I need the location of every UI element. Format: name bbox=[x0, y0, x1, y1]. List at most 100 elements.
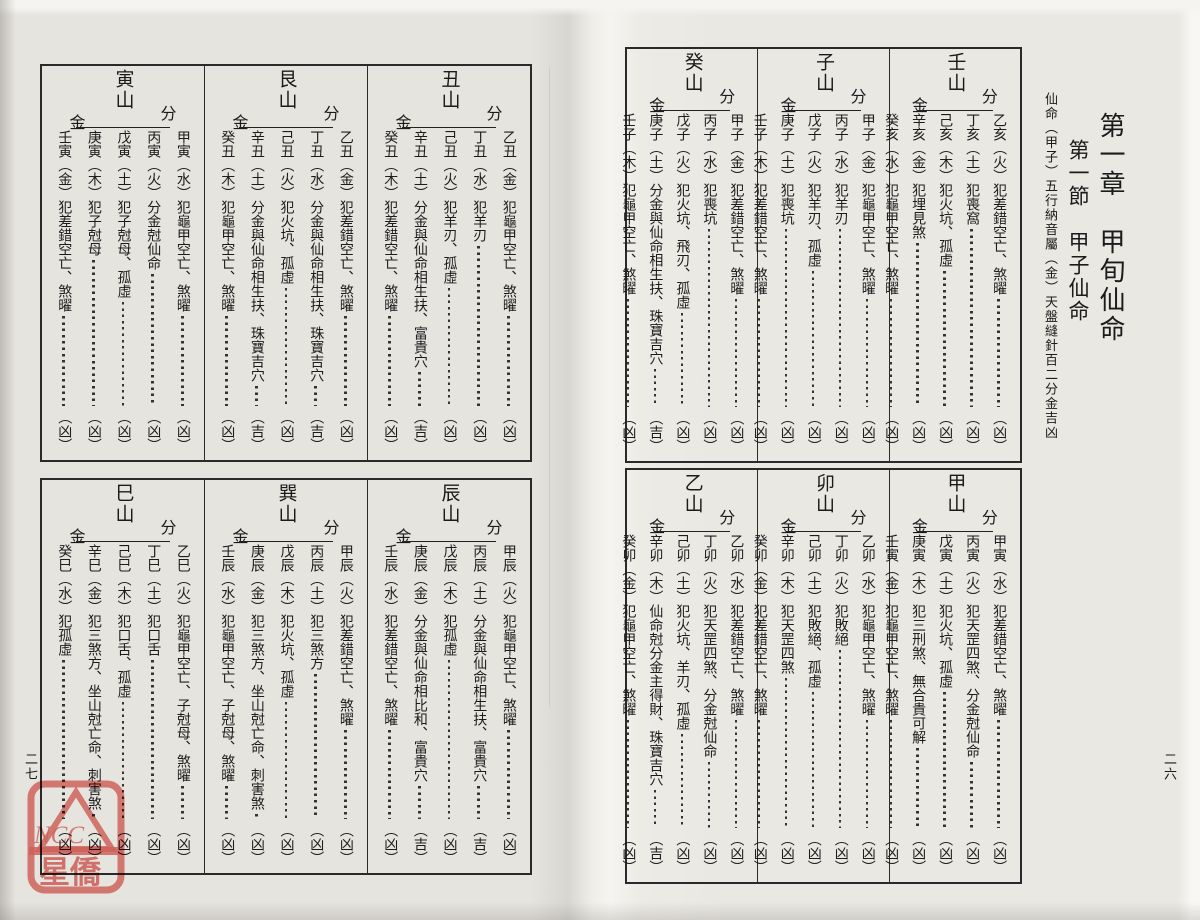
section-header: 丑山 分 金 bbox=[368, 66, 530, 132]
watermark-stamp: NCC 星僑 bbox=[26, 779, 126, 897]
fenjin-entry-column: 丁卯（火）犯天罡四煞、分金尅仙命 （凶） bbox=[697, 534, 721, 874]
entry-verdict: （吉） bbox=[411, 823, 427, 865]
section-header: 壬山 分 金 bbox=[890, 49, 1020, 115]
dot-leader bbox=[707, 229, 711, 407]
dot-leader bbox=[314, 674, 317, 819]
entry-text: 戊子（火）犯火坑、飛刃、孤虛 bbox=[674, 113, 690, 309]
entry-verdict: （凶） bbox=[991, 832, 1007, 874]
fenjin-entry-column: 丙子（水）犯喪坑 （凶） bbox=[697, 113, 721, 453]
table-chen-xun-si: 辰山 分 金 甲辰（火）犯龜甲空亡、煞曜 （凶） 丙辰（土）分金與仙命相生扶、富… bbox=[40, 478, 532, 875]
fenjin-entry-column: 丙寅（火）犯天罡四煞、分金尅仙命 （凶） bbox=[960, 534, 984, 874]
fenjin-entry-column: 壬辰（水）犯差錯空亡、煞曜 （凶） bbox=[378, 544, 402, 865]
fenjin-entry-column: 庚子（土）分金與仙命相生扶、珠寶吉穴 （吉） bbox=[643, 113, 667, 453]
chapter-title: 第一章 甲旬仙命 bbox=[1096, 112, 1125, 344]
entry-verdict: （凶） bbox=[991, 411, 1007, 453]
fenjin-entry-column: 戊子（火）犯羊刃、孤虛 （凶） bbox=[801, 113, 825, 453]
entry-text: 己卯（土）犯火坑、羊刃、孤虛 bbox=[674, 534, 690, 730]
entry-verdict: （凶） bbox=[674, 411, 690, 453]
entry-verdict: （凶） bbox=[219, 410, 235, 452]
dot-leader bbox=[181, 316, 184, 406]
fenjin-entry-column: 乙卯（水）犯差錯空亡、煞曜 （凶） bbox=[724, 534, 748, 874]
fenjin-entry-column: 己丑（火）犯羊刃、孤虛 （凶） bbox=[437, 130, 461, 452]
dot-leader bbox=[388, 316, 391, 406]
entry-verdict: （凶） bbox=[441, 823, 457, 865]
fenjin-entry-column: 己亥（木）犯火坑、孤虛 （凶） bbox=[933, 113, 957, 453]
mountain-name: 癸山 bbox=[681, 52, 703, 94]
entry-text: 甲寅（水）犯差錯空亡、煞曜 bbox=[991, 534, 1007, 716]
entry-columns: 甲子（金）犯龜甲空亡、煞曜 （凶） 丙子（水）犯羊刃 （凶） 戊子（火）犯羊刃、… bbox=[752, 111, 888, 461]
dot-leader bbox=[92, 260, 95, 406]
dot-leader bbox=[447, 660, 451, 819]
mountain-section: 癸山 分 金 甲子（金）犯差錯空亡、煞曜 （凶） 丙子（水）犯喪坑 bbox=[620, 49, 757, 461]
entry-verdict: （凶） bbox=[883, 411, 899, 453]
jin-label: 金 bbox=[649, 98, 666, 115]
mountain-name: 巳山 bbox=[112, 483, 134, 525]
entry-text: 辛亥（金）犯埋見煞 bbox=[910, 113, 926, 239]
entry-verdict: （凶） bbox=[910, 832, 926, 874]
entry-columns: 乙亥（火）犯差錯空亡、煞曜 （凶） 丁亥（土）犯喪窩 （凶） 己亥（木）犯火坑、… bbox=[883, 111, 1020, 461]
right-page-number: 二六 bbox=[1162, 752, 1177, 782]
jin-label: 金 bbox=[911, 519, 928, 536]
entry-text: 辛丑（土）分金與仙命相生扶、富貴穴 bbox=[411, 130, 427, 368]
fen-label: 分 bbox=[719, 89, 736, 106]
entry-verdict: （凶） bbox=[910, 411, 926, 453]
fenjin-entry-column: 乙卯（水）犯龜甲空亡、煞曜 （凶） bbox=[855, 534, 879, 874]
entry-verdict: （凶） bbox=[85, 410, 101, 452]
section-header: 乙山 分 金 bbox=[627, 470, 757, 536]
entry-verdict: （凶） bbox=[174, 410, 190, 452]
entry-verdict: （凶） bbox=[728, 832, 744, 874]
section-header: 巳山 分 金 bbox=[42, 480, 204, 546]
mountain-section: 子山 分 金 甲子（金）犯龜甲空亡、煞曜 （凶） 丙子（水）犯羊刃 bbox=[752, 49, 888, 461]
entry-text: 丁卯（火）犯天罡四煞、分金尅仙命 bbox=[701, 534, 717, 758]
mountain-name: 艮山 bbox=[275, 69, 297, 111]
header-rule bbox=[785, 531, 862, 532]
dot-leader bbox=[418, 786, 421, 819]
dot-leader bbox=[151, 660, 154, 819]
fenjin-entry-column: 庚辰（金）犯三煞方、坐山尅亡命、刺害煞 （凶） bbox=[244, 544, 268, 865]
mountain-section: 寅山 分 金 甲寅（水）犯龜甲空亡、煞曜 （凶） 丙寅（火）分金尅仙命 bbox=[42, 66, 204, 460]
fenjin-entry-column: 甲寅（水）犯差錯空亡、煞曜 （凶） bbox=[987, 534, 1011, 874]
entry-text: 甲子（金）犯龜甲空亡、煞曜 bbox=[859, 113, 875, 295]
fenjin-entry-column: 壬辰（水）犯龜甲空亡、子尅母、煞曜 （凶） bbox=[215, 544, 239, 865]
mountain-section: 甲山 分 金 甲寅（水）犯差錯空亡、煞曜 （凶） 丙寅（火）犯天罡四煞、分金尅仙… bbox=[883, 470, 1020, 882]
entry-verdict: （凶） bbox=[620, 832, 636, 874]
entry-text: 甲辰（火）犯龜甲空亡、煞曜 bbox=[500, 544, 516, 726]
entry-verdict: （吉） bbox=[647, 832, 663, 874]
mountain-name: 辰山 bbox=[438, 483, 460, 525]
header-rule bbox=[402, 127, 496, 128]
entry-text: 庚寅（木）犯子尅母 bbox=[85, 130, 101, 256]
dot-leader bbox=[447, 288, 451, 406]
entry-text: 壬寅（金）犯龜甲空亡、煞曜 bbox=[883, 534, 899, 716]
fenjin-entry-column: 壬寅（金）犯差錯空亡、煞曜 （凶） bbox=[52, 130, 76, 452]
entry-text: 甲辰（火）犯差錯空亡、煞曜 bbox=[337, 544, 353, 726]
entry-verdict: （吉） bbox=[471, 823, 487, 865]
fenjin-entry-column: 癸卯（金）犯龜甲空亡、煞曜 （凶） bbox=[616, 534, 640, 874]
entry-text: 丁卯（火）犯敗絕 bbox=[832, 534, 848, 646]
header-rule bbox=[654, 110, 730, 111]
jin-label: 金 bbox=[69, 115, 86, 132]
entry-verdict: （吉） bbox=[248, 410, 264, 452]
header-rule bbox=[917, 110, 993, 111]
fenjin-entry-column: 己卯（土）犯火坑、羊刃、孤虛 （凶） bbox=[670, 534, 694, 874]
section-title: 第一節 甲子仙命 bbox=[1066, 139, 1090, 323]
entry-verdict: （凶） bbox=[728, 411, 744, 453]
fen-label: 分 bbox=[719, 510, 736, 527]
entry-columns: 甲子（金）犯差錯空亡、煞曜 （凶） 丙子（水）犯喪坑 （凶） 戊子（火）犯火坑、… bbox=[620, 111, 757, 461]
header-rule bbox=[76, 127, 170, 128]
entry-verdict: （凶） bbox=[805, 832, 821, 874]
entry-verdict: （凶） bbox=[174, 823, 190, 865]
fenjin-entry-column: 辛卯（木）仙命尅分金主得財、珠寶吉穴 （吉） bbox=[643, 534, 667, 874]
entry-verdict: （凶） bbox=[337, 410, 353, 452]
fenjin-entry-column: 甲子（金）犯差錯空亡、煞曜 （凶） bbox=[724, 113, 748, 453]
fenjin-entry-column: 辛丑（土）分金與仙命相生扶、富貴穴 （吉） bbox=[407, 130, 431, 452]
mountain-section: 卯山 分 金 乙卯（水）犯龜甲空亡、煞曜 （凶） 丁卯（火）犯敗絕 bbox=[752, 470, 888, 882]
entry-text: 丙辰（土）犯三煞方 bbox=[308, 544, 324, 670]
mountain-name: 寅山 bbox=[112, 69, 134, 111]
mountain-section: 艮山 分 金 乙丑（金）犯差錯空亡、煞曜 （凶） 丁丑（水）分金與仙命相生扶、珠… bbox=[204, 66, 367, 460]
entry-text: 乙卯（水）犯龜甲空亡、煞曜 bbox=[859, 534, 875, 716]
entry-text: 戊寅（土）犯火坑、孤虛 bbox=[937, 534, 953, 688]
entry-verdict: （凶） bbox=[883, 832, 899, 874]
entry-columns: 乙丑（金）犯龜甲空亡、煞曜 （凶） 丁丑（水）犯羊刃 （凶） 己丑（火）犯羊刃、… bbox=[368, 128, 530, 460]
jin-label: 金 bbox=[232, 115, 249, 132]
